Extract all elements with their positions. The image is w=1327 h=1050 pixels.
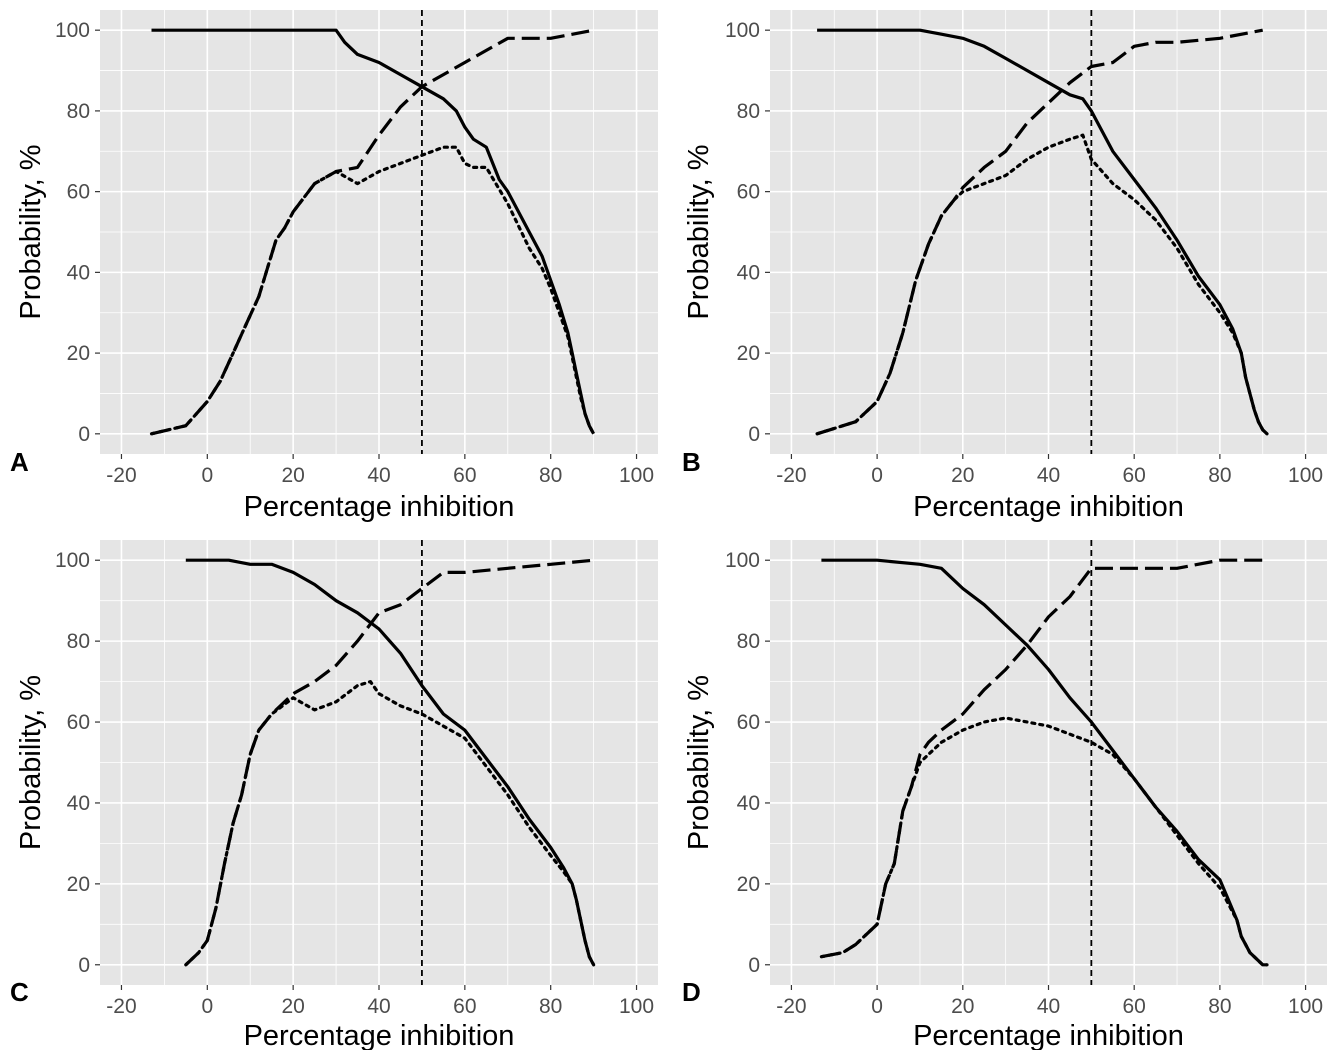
x-tick-label: 0 bbox=[201, 464, 213, 487]
y-axis-title: Probability, % bbox=[683, 675, 715, 850]
y-tick-label: 100 bbox=[725, 19, 760, 42]
y-tick-label: 0 bbox=[78, 423, 90, 446]
x-axis-title: Percentage inhibition bbox=[913, 1020, 1184, 1050]
x-tick-label: 0 bbox=[201, 995, 213, 1018]
x-axis-title: Percentage inhibition bbox=[913, 491, 1184, 523]
x-axis-title: Percentage inhibition bbox=[244, 1020, 515, 1050]
x-tick-label: 60 bbox=[453, 464, 476, 487]
chart-panel-d: -20 0 20 40 60 80 100 0 20 40 60 80 100 Percentage in… bbox=[682, 540, 1327, 1050]
y-tick-label: 40 bbox=[737, 792, 760, 815]
x-tick-label: 40 bbox=[367, 464, 390, 487]
x-tick-label: -20 bbox=[106, 464, 136, 487]
panels: -20 0 20 40 60 80 100 0 20 40 60 80 100 Percentage in… bbox=[10, 10, 1327, 1050]
y-tick-label: 100 bbox=[55, 549, 90, 572]
chart-panel-a: -20 0 20 40 60 80 100 0 20 40 60 80 100 Percentage in… bbox=[10, 10, 658, 523]
x-tick-label: 100 bbox=[1288, 464, 1323, 487]
x-tick-label: 40 bbox=[1037, 464, 1060, 487]
y-tick-label: 0 bbox=[78, 954, 90, 977]
panel-label: D bbox=[682, 977, 701, 1007]
y-tick-label: 20 bbox=[737, 873, 760, 896]
x-axis-title: Percentage inhibition bbox=[244, 491, 515, 523]
y-tick-label: 80 bbox=[67, 630, 90, 653]
panel-label: A bbox=[10, 447, 29, 477]
y-tick-label: 60 bbox=[67, 711, 90, 734]
series-line-dashed bbox=[816, 28, 1263, 436]
series-line-solid bbox=[151, 28, 596, 435]
x-tick-label: 20 bbox=[951, 995, 974, 1018]
x-tick-label: 80 bbox=[539, 464, 562, 487]
x-tick-label: 80 bbox=[1208, 464, 1231, 487]
y-axis-title: Probability, % bbox=[683, 144, 715, 319]
y-tick-label: 100 bbox=[725, 549, 760, 572]
y-tick-label: 20 bbox=[737, 342, 760, 365]
x-tick-label: 100 bbox=[619, 995, 654, 1018]
x-tick-label: 20 bbox=[281, 464, 304, 487]
y-tick-label: 100 bbox=[55, 19, 90, 42]
y-tick-label: 80 bbox=[737, 100, 760, 123]
y-tick-label: 60 bbox=[737, 181, 760, 204]
x-tick-label: 100 bbox=[1288, 995, 1323, 1018]
x-tick-label: 60 bbox=[453, 995, 476, 1018]
x-tick-label: -20 bbox=[776, 464, 806, 487]
x-tick-label: 60 bbox=[1123, 464, 1146, 487]
y-tick-label: 40 bbox=[67, 792, 90, 815]
y-tick-label: 80 bbox=[67, 100, 90, 123]
panel-label: B bbox=[682, 447, 701, 477]
y-tick-label: 20 bbox=[67, 342, 90, 365]
x-tick-label: -20 bbox=[106, 995, 136, 1018]
y-tick-label: 60 bbox=[737, 711, 760, 734]
y-axis-title: Probability, % bbox=[15, 144, 47, 319]
y-tick-label: 40 bbox=[737, 261, 760, 284]
x-tick-label: 100 bbox=[619, 464, 654, 487]
x-tick-label: 20 bbox=[281, 995, 304, 1018]
series-line-dotted bbox=[819, 716, 1269, 967]
y-tick-label: 40 bbox=[67, 261, 90, 284]
x-tick-label: 80 bbox=[539, 995, 562, 1018]
series-line-dashed bbox=[151, 28, 594, 436]
x-tick-label: 0 bbox=[871, 464, 883, 487]
y-tick-label: 20 bbox=[67, 873, 90, 896]
x-tick-label: 20 bbox=[951, 464, 974, 487]
y-tick-label: 0 bbox=[748, 423, 760, 446]
x-tick-label: 0 bbox=[871, 995, 883, 1018]
x-tick-label: 40 bbox=[1037, 995, 1060, 1018]
chart-panel-c: -20 0 20 40 60 80 100 0 20 40 60 80 100 Percentage in… bbox=[10, 540, 658, 1050]
y-axis-title: Probability, % bbox=[15, 675, 47, 850]
series-line-dotted bbox=[815, 133, 1269, 436]
y-tick-label: 80 bbox=[737, 630, 760, 653]
series-line-dotted bbox=[184, 679, 596, 967]
panel-label: C bbox=[10, 977, 29, 1007]
y-tick-label: 0 bbox=[748, 954, 760, 977]
chart-panel-b: -20 0 20 40 60 80 100 0 20 40 60 80 100 Percentage in… bbox=[682, 10, 1327, 523]
series-line-dotted bbox=[149, 145, 596, 436]
x-tick-label: 60 bbox=[1123, 995, 1146, 1018]
y-tick-label: 60 bbox=[67, 181, 90, 204]
x-tick-label: 80 bbox=[1208, 995, 1231, 1018]
x-tick-label: -20 bbox=[776, 995, 806, 1018]
x-tick-label: 40 bbox=[367, 995, 390, 1018]
